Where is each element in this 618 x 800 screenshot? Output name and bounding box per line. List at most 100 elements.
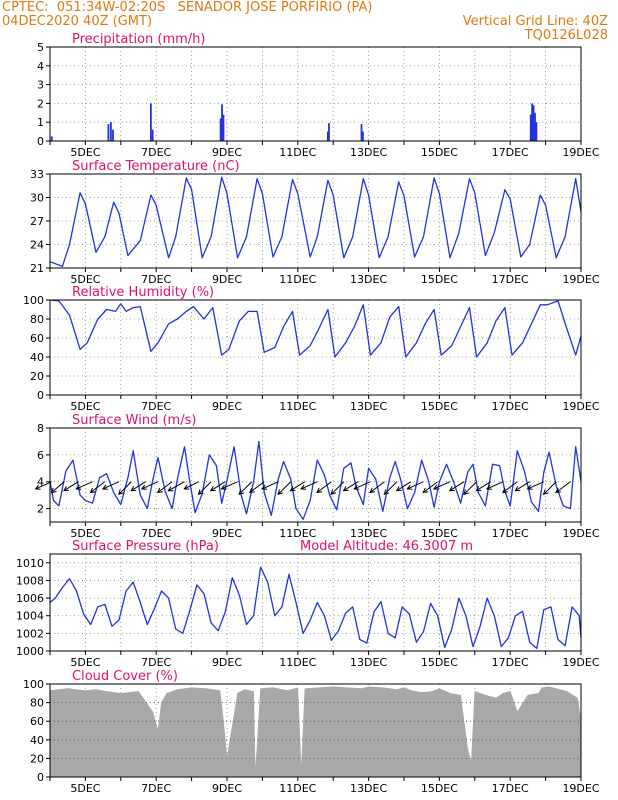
- wind-arrow: [369, 481, 385, 493]
- wind-arrow: [515, 481, 530, 492]
- wind-arrow: [76, 481, 93, 490]
- temp-x-tick-label: 19DEC: [562, 273, 599, 286]
- rh-y-tick-label: 0: [37, 389, 44, 402]
- pres-x-tick-label: 11DEC: [279, 656, 316, 669]
- rh-x-tick-label: 11DEC: [279, 400, 316, 413]
- precip-bar: [222, 114, 225, 141]
- precip-x-tick-label: 7DEC: [141, 146, 171, 159]
- temp-y-tick-label: 21: [30, 262, 44, 275]
- temp-y-tick-label: 30: [30, 192, 44, 205]
- rh-y-tick-label: 100: [23, 294, 44, 307]
- rh-title: Relative Humidity (%): [72, 285, 214, 300]
- station-line: CPTEC: 051:34W-02:20S SENADOR JOSE PORFI…: [2, 0, 373, 15]
- cloud-frame: [49, 683, 582, 778]
- precip-bar: [362, 131, 364, 141]
- wind-arrow: [90, 481, 106, 493]
- wind-arrow: [157, 481, 173, 493]
- wind-x-tick-label: 19DEC: [562, 527, 599, 540]
- precip-x-tick-label: 9DEC: [212, 146, 242, 159]
- wind-frame: [49, 427, 582, 523]
- rh-series-line: [49, 299, 582, 358]
- rh-x-tick-label: 15DEC: [421, 400, 458, 413]
- cloud-y-tick-label: 0: [37, 771, 44, 784]
- wind-arrow: [102, 481, 120, 490]
- wind-arrow: [396, 481, 412, 492]
- rh-x-tick-label: 17DEC: [492, 400, 529, 413]
- pres-y-tick-label: 1002: [16, 627, 44, 640]
- wind-arrow: [130, 481, 146, 492]
- temp-series-line: [49, 176, 582, 268]
- wind-arrow-head: [555, 487, 561, 494]
- cloud-title: Cloud Cover (%): [72, 669, 178, 684]
- precip-bar: [529, 114, 532, 141]
- rh-y-tick-label: 40: [30, 351, 44, 364]
- precip-x-tick-label: 15DEC: [421, 146, 458, 159]
- wind-y-tick-label: 6: [37, 449, 44, 462]
- wind-arrow: [407, 481, 424, 490]
- wind-y-tick-label: 4: [37, 476, 44, 489]
- temp-frame: [49, 173, 582, 269]
- cloud-y-tick-label: 80: [30, 697, 44, 710]
- wind-arrow-head: [406, 484, 413, 490]
- wind-arrow: [555, 481, 571, 493]
- grid-line-note: Vertical Grid Line: 40Z: [462, 14, 608, 29]
- header: CPTEC: 051:34W-02:20S SENADOR JOSE PORFI…: [0, 0, 618, 48]
- wind-y-tick-label: 8: [37, 422, 44, 435]
- wind-arrow: [433, 481, 451, 490]
- temp-y-tick-label: 33: [30, 168, 44, 181]
- wind-x-tick-label: 15DEC: [421, 527, 458, 540]
- wind-arrow: [277, 481, 292, 495]
- wind-arrow-head: [353, 484, 360, 490]
- pres-series-line: [49, 566, 582, 650]
- wind-arrow: [330, 481, 345, 495]
- wind-arrow-head: [463, 489, 469, 496]
- precip-y-tick-label: 0: [37, 135, 44, 148]
- model-id: TQ0126L028: [524, 28, 608, 43]
- temp-x-tick-label: 17DEC: [492, 273, 529, 286]
- wind-y-tick-label: 2: [37, 503, 44, 516]
- precip-bar: [221, 104, 223, 141]
- rh-y-tick-label: 60: [30, 332, 44, 345]
- pres-x-tick-label: 17DEC: [492, 656, 529, 669]
- rh-y-tick-label: 80: [30, 313, 44, 326]
- wind-arrow: [249, 481, 265, 493]
- rh-x-tick-label: 9DEC: [212, 400, 242, 413]
- rh-x-tick-label: 19DEC: [562, 400, 599, 413]
- pres-x-tick-label: 9DEC: [212, 656, 242, 669]
- cloud-x-tick-label: 15DEC: [421, 782, 458, 795]
- wind-arrow-head: [277, 489, 284, 496]
- wind-arrow-head: [89, 487, 96, 494]
- wind-arrow-head: [316, 487, 323, 494]
- pres-x-tick-label: 13DEC: [350, 656, 387, 669]
- wind-arrow: [463, 481, 477, 495]
- cloud-x-tick-label: 13DEC: [350, 782, 387, 795]
- wind-arrow-head: [526, 484, 533, 490]
- temp-y-tick-label: 24: [30, 239, 44, 252]
- wind-arrow-head: [289, 486, 296, 492]
- wind-arrow-head: [167, 486, 174, 492]
- cloud-y-tick-label: 100: [23, 678, 44, 691]
- rh-x-tick-label: 13DEC: [350, 400, 387, 413]
- wind-arrow-head: [300, 484, 307, 490]
- wind-arrow: [343, 481, 359, 492]
- wind-arrow: [261, 481, 279, 490]
- wind-arrow-head: [130, 486, 137, 492]
- cloud-x-tick-label: 5DEC: [70, 782, 100, 795]
- temp-x-tick-label: 13DEC: [350, 273, 387, 286]
- precip-x-tick-label: 17DEC: [492, 146, 529, 159]
- precip-x-tick-label: 19DEC: [562, 146, 599, 159]
- cloud-x-tick-label: 19DEC: [562, 782, 599, 795]
- wind-arrow-head: [330, 489, 337, 496]
- pres-y-tick-label: 1000: [16, 645, 44, 658]
- date-line: 04DEC2020 40Z (GMT): [2, 14, 153, 29]
- wind-arrow-head: [432, 484, 439, 490]
- wind-arrow-head: [395, 486, 402, 492]
- wind-arrow-head: [197, 489, 204, 496]
- wind-arrow: [383, 481, 398, 495]
- pres-y-tick-label: 1008: [16, 574, 44, 587]
- cloud-x-tick-label: 11DEC: [279, 782, 316, 795]
- temp-x-tick-label: 9DEC: [212, 273, 242, 286]
- precip-bar: [535, 122, 538, 141]
- precip-y-tick-label: 4: [37, 60, 44, 73]
